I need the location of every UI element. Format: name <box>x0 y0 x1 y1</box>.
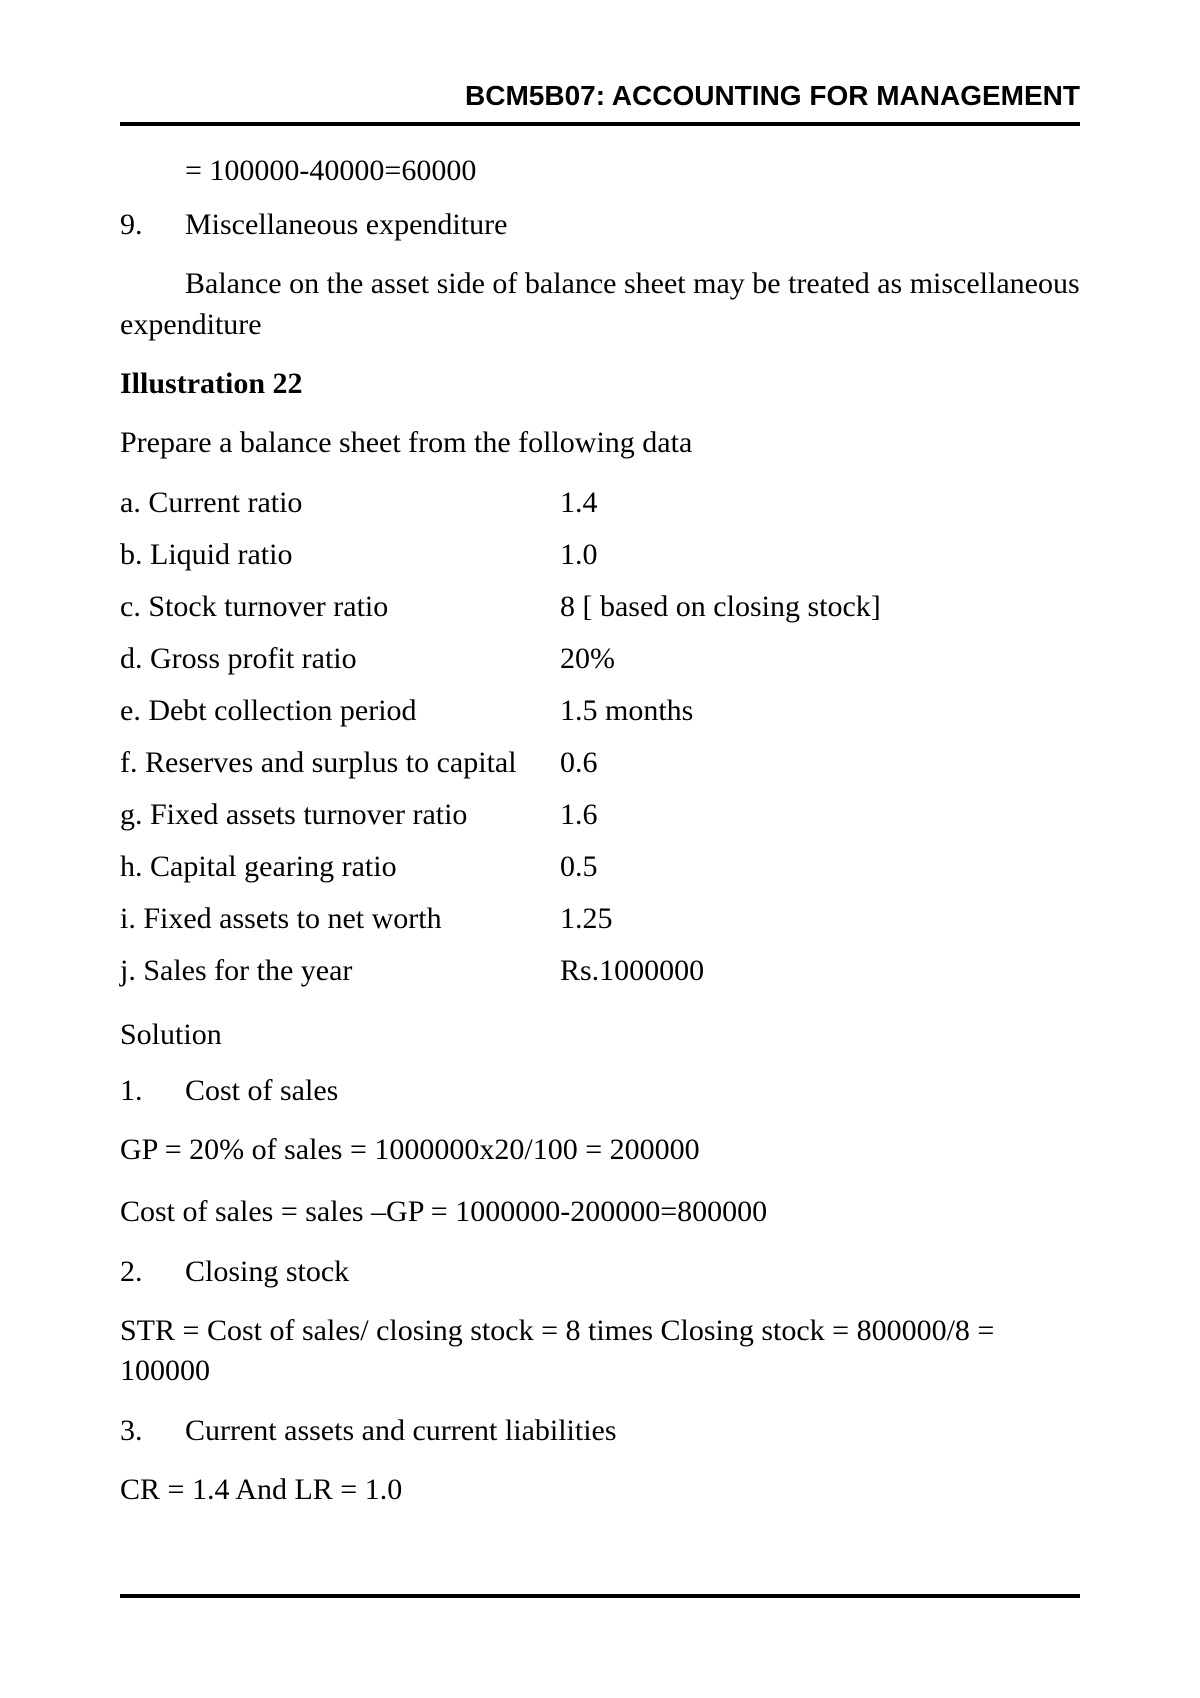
data-value: 20% <box>560 642 1080 676</box>
data-row: f. Reserves and surplus to capital 0.6 <box>120 746 1080 780</box>
data-value: 1.25 <box>560 902 1080 936</box>
data-value: 1.4 <box>560 486 1080 520</box>
item-9-heading: 9. Miscellaneous expenditure <box>120 208 1080 242</box>
data-value: 0.5 <box>560 850 1080 884</box>
page-header: BCM5B07: ACCOUNTING FOR MANAGEMENT <box>120 80 1080 126</box>
data-row: d. Gross profit ratio 20% <box>120 642 1080 676</box>
data-row: c. Stock turnover ratio 8 [ based on clo… <box>120 590 1080 624</box>
data-value: 0.6 <box>560 746 1080 780</box>
data-label: j. Sales for the year <box>120 954 560 988</box>
solution-item-2-title: Closing stock <box>185 1255 349 1289</box>
data-label: h. Capital gearing ratio <box>120 850 560 884</box>
solution-item-2-number: 2. <box>120 1255 185 1289</box>
solution-item-1-number: 1. <box>120 1074 185 1108</box>
item-9-number: 9. <box>120 208 185 242</box>
solution-str-line: STR = Cost of sales/ closing stock = 8 t… <box>120 1311 1080 1392</box>
data-value: 1.6 <box>560 798 1080 832</box>
solution-cr-lr-line: CR = 1.4 And LR = 1.0 <box>120 1470 1080 1511</box>
solution-item-3-number: 3. <box>120 1414 185 1448</box>
solution-item-3-title: Current assets and current liabilities <box>185 1414 617 1448</box>
data-row: j. Sales for the year Rs.1000000 <box>120 954 1080 988</box>
illustration-prompt: Prepare a balance sheet from the followi… <box>120 423 1080 464</box>
data-row: a. Current ratio 1.4 <box>120 486 1080 520</box>
data-value: 1.0 <box>560 538 1080 572</box>
data-label: e. Debt collection period <box>120 694 560 728</box>
solution-item-1-title: Cost of sales <box>185 1074 338 1108</box>
solution-gp-line: GP = 20% of sales = 1000000x20/100 = 200… <box>120 1130 1080 1171</box>
calc-continuation: = 100000-40000=60000 <box>185 154 1080 188</box>
data-value: 1.5 months <box>560 694 1080 728</box>
data-label: a. Current ratio <box>120 486 560 520</box>
data-row: e. Debt collection period 1.5 months <box>120 694 1080 728</box>
solution-item-2: 2. Closing stock <box>120 1255 1080 1289</box>
data-label: b. Liquid ratio <box>120 538 560 572</box>
solution-cost-line: Cost of sales = sales –GP = 1000000-2000… <box>120 1192 1080 1233</box>
solution-item-3: 3. Current assets and current liabilitie… <box>120 1414 1080 1448</box>
data-row: b. Liquid ratio 1.0 <box>120 538 1080 572</box>
data-label: d. Gross profit ratio <box>120 642 560 676</box>
data-label: i. Fixed assets to net worth <box>120 902 560 936</box>
data-label: g. Fixed assets turnover ratio <box>120 798 560 832</box>
data-value: 8 [ based on closing stock] <box>560 590 1080 624</box>
item-9-body: Balance on the asset side of balance she… <box>120 264 1080 345</box>
data-value: Rs.1000000 <box>560 954 1080 988</box>
data-row: i. Fixed assets to net worth 1.25 <box>120 902 1080 936</box>
data-row: g. Fixed assets turnover ratio 1.6 <box>120 798 1080 832</box>
data-label: c. Stock turnover ratio <box>120 590 560 624</box>
data-table: a. Current ratio 1.4 b. Liquid ratio 1.0… <box>120 486 1080 988</box>
illustration-title: Illustration 22 <box>120 367 1080 401</box>
solution-heading: Solution <box>120 1018 1080 1052</box>
solution-item-1: 1. Cost of sales <box>120 1074 1080 1108</box>
bottom-rule <box>120 1594 1080 1598</box>
data-label: f. Reserves and surplus to capital <box>120 746 560 780</box>
item-9-title: Miscellaneous expenditure <box>185 208 507 242</box>
data-row: h. Capital gearing ratio 0.5 <box>120 850 1080 884</box>
